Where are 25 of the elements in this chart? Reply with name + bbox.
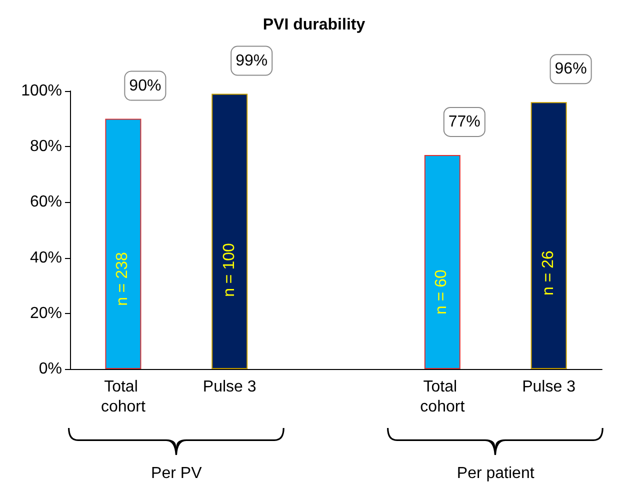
data-label: 77% (448, 113, 480, 130)
data-label: 90% (129, 77, 162, 94)
data-label: 99% (236, 52, 268, 70)
x-tick-label: Pulse 3 (202, 378, 256, 396)
annotation: n = 26 (540, 250, 558, 296)
y-tick-label: 0% (38, 360, 62, 378)
y-tick-label: 100% (21, 82, 62, 100)
text: Per PV (151, 465, 202, 483)
annotation: n = 238 (114, 252, 132, 306)
bar (424, 154, 460, 369)
y-tick-label: 20% (30, 304, 62, 322)
bar (212, 94, 248, 369)
bar (105, 118, 142, 369)
bar (530, 102, 567, 369)
x-tick-label: Total cohort (100, 378, 146, 416)
x-tick-label: Total cohort (420, 378, 466, 416)
y-tick-label: 40% (30, 249, 62, 266)
y-tick-label: 60% (30, 194, 62, 211)
text: Per patient (456, 465, 534, 483)
data-label: 96% (554, 60, 587, 78)
annotation: n = 100 (220, 242, 239, 297)
x-tick-label: Pulse 3 (522, 378, 576, 396)
y-tick-label: 80% (30, 138, 62, 156)
annotation: n = 60 (433, 269, 452, 314)
chart-title: PVI durability (262, 16, 366, 34)
